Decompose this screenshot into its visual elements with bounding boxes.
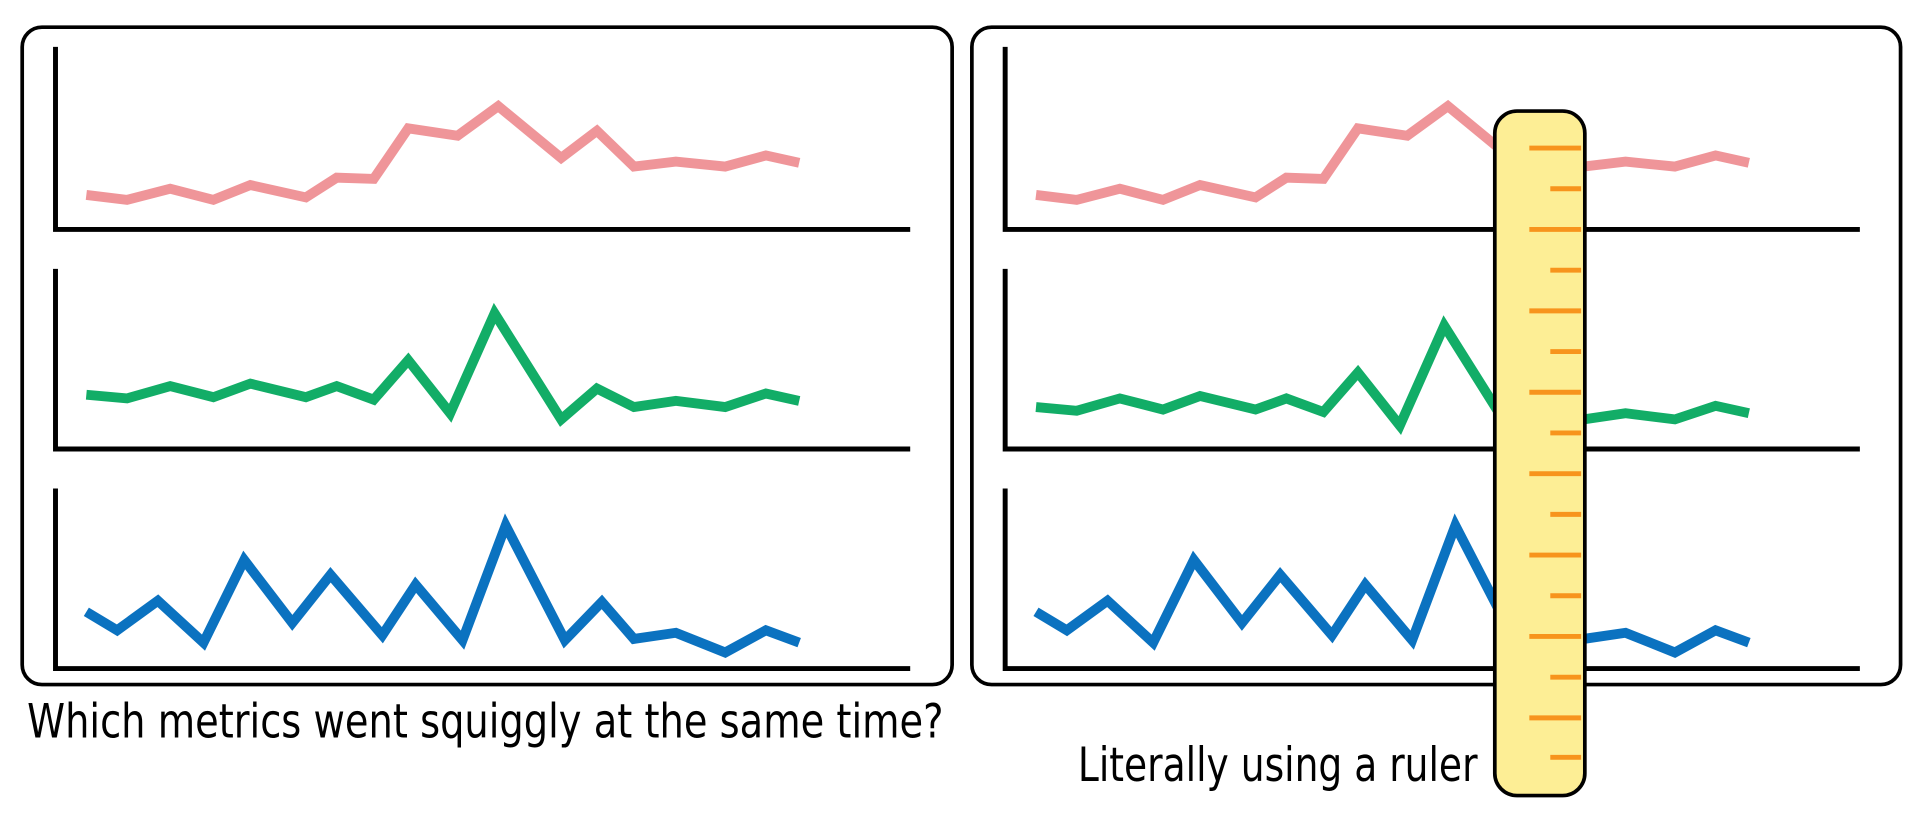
caption-left: Which metrics went squiggly at the same … <box>27 696 943 750</box>
ruler <box>1492 109 1587 798</box>
right-panel <box>970 25 1903 687</box>
left-panel <box>20 25 954 687</box>
caption-right: Literally using a ruler <box>1078 739 1478 793</box>
panel-frame <box>20 25 954 687</box>
ruler-ticks <box>1529 145 1582 760</box>
ruler-body <box>1492 109 1587 798</box>
panel-frame <box>970 25 1903 687</box>
